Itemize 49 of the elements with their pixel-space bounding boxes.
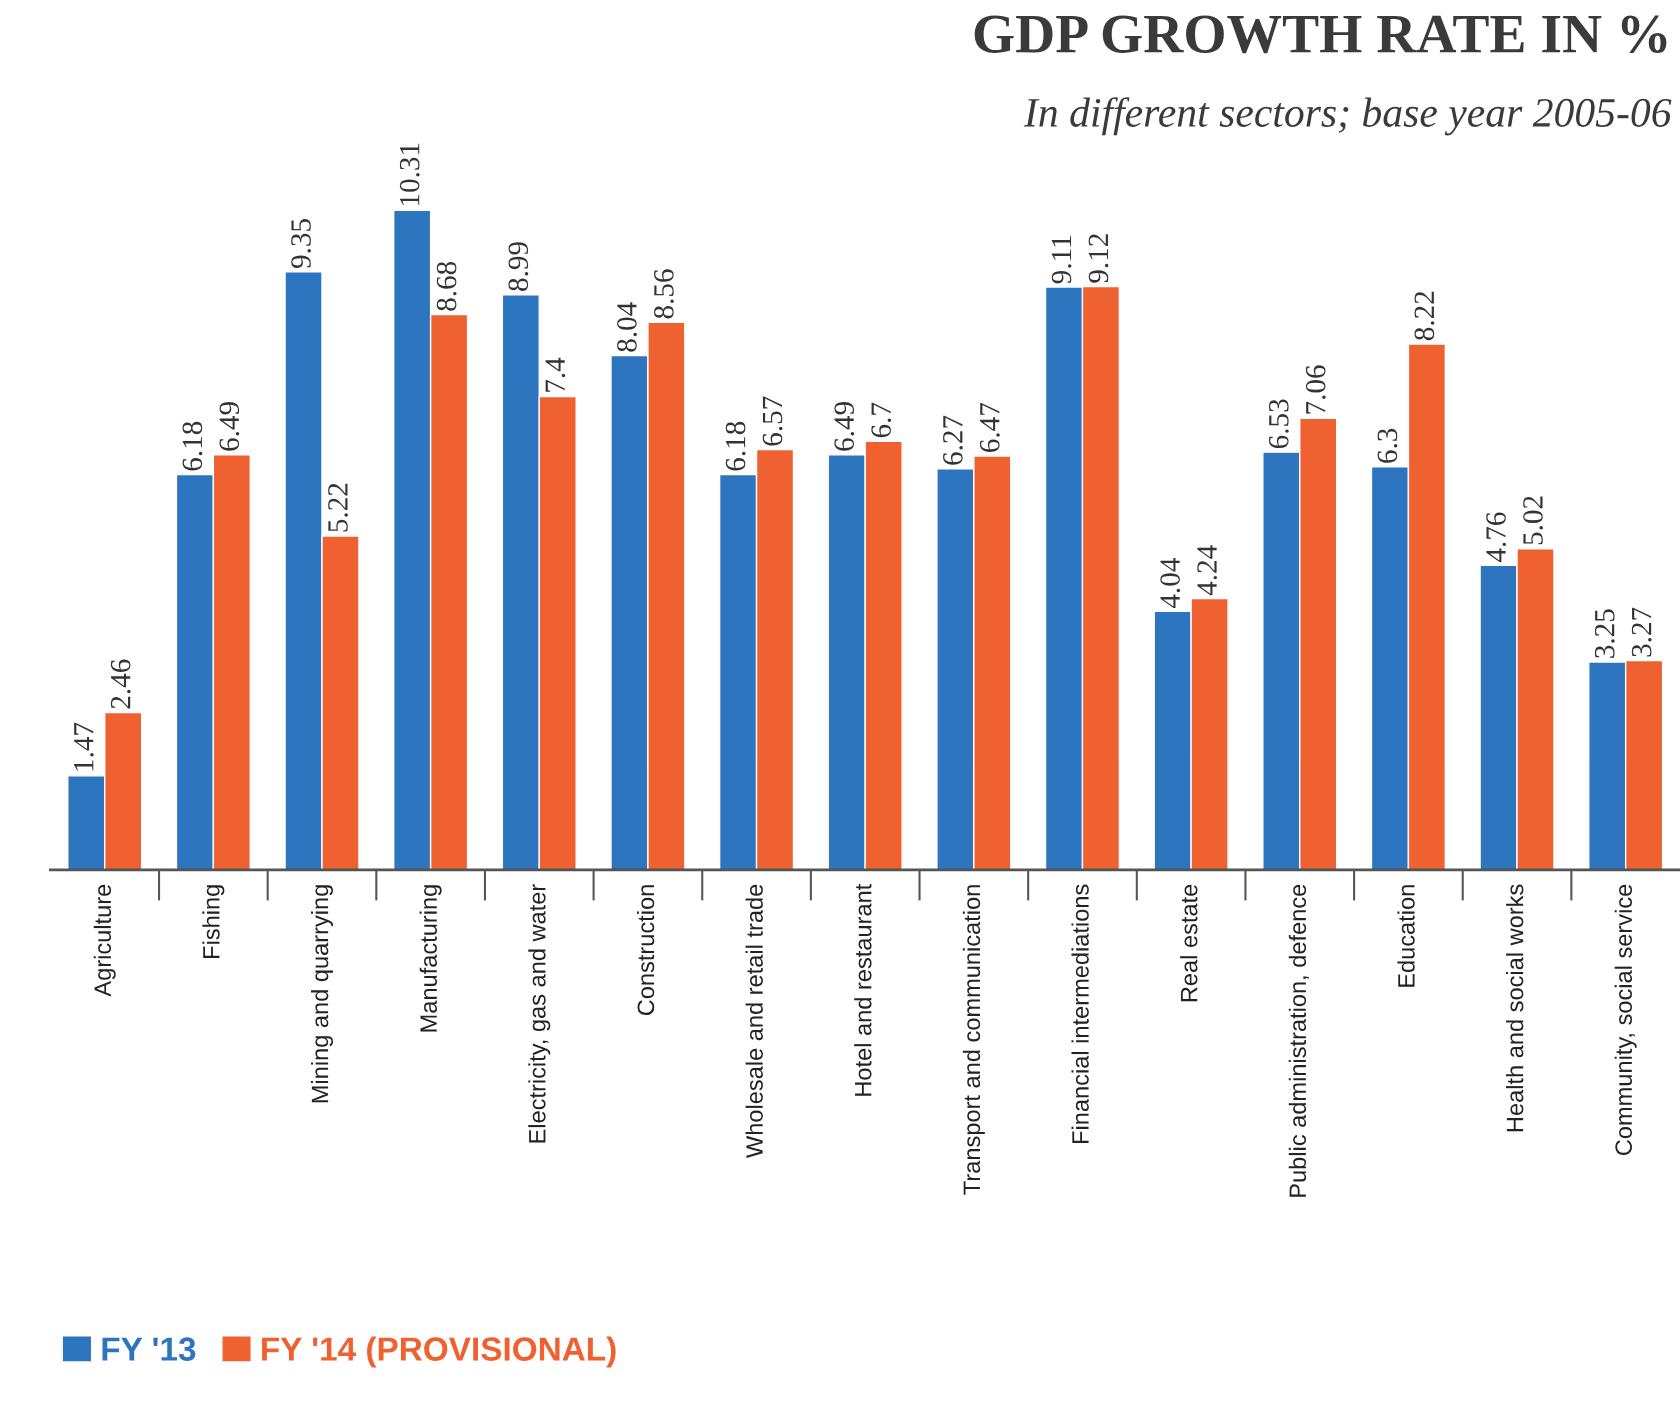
- data-label: 4.04: [1160, 558, 1181, 609]
- data-label: 5.22: [328, 483, 348, 532]
- data-label: 6.18: [182, 421, 203, 471]
- x-tick-label: Wholesale and retail trade: [745, 884, 763, 1158]
- data-label: 3.25: [1594, 609, 1615, 658]
- data-label: 6.49: [834, 402, 855, 451]
- data-label: 10.31: [399, 143, 420, 205]
- data-label: 4.76: [1486, 512, 1506, 563]
- data-label: 8.99: [508, 242, 529, 291]
- x-tick-label: Electricity, gas and water: [528, 884, 551, 1143]
- x-tick-label: Mining and quarrying: [311, 885, 334, 1103]
- data-label: 6.18: [725, 421, 746, 471]
- x-tick-label: Agriculture: [93, 884, 116, 997]
- x-tick-label: Community, social service: [1614, 884, 1637, 1156]
- chart-subtitle: In different sectors; base year 2005-06: [1023, 97, 1672, 136]
- x-tick-label: Construction: [636, 885, 655, 1016]
- data-label: 6.7: [871, 402, 892, 438]
- data-label: 6.3: [1377, 428, 1398, 463]
- x-tick-label: Public administration, defence: [1288, 884, 1309, 1197]
- data-label: 9.12: [1088, 234, 1109, 283]
- x-tick-label: Health and social works: [1506, 884, 1524, 1132]
- data-label: 2.46: [110, 659, 131, 709]
- x-tick-label: Real estate: [1180, 884, 1198, 1002]
- data-label: 6.49: [219, 402, 240, 451]
- data-label: 8.04: [617, 302, 637, 352]
- data-label: 9.11: [1051, 236, 1072, 284]
- data-label: 1.47: [74, 722, 94, 771]
- chart-title: GDP GROWTH RATE IN %: [974, 15, 1667, 54]
- data-label: 6.53: [1268, 399, 1289, 449]
- data-label: 4.24: [1197, 545, 1218, 596]
- legend-label: FY '13: [102, 1337, 196, 1361]
- data-label: 6.27: [943, 415, 963, 465]
- data-label: 3.27: [1631, 607, 1652, 657]
- data-label: 8.56: [654, 269, 674, 319]
- data-label: 7.4: [545, 357, 566, 392]
- x-tick-label: Education: [1397, 885, 1415, 987]
- x-tick-label: Hotel and restaurant: [854, 883, 872, 1096]
- data-label: 7.06: [1305, 365, 1326, 414]
- data-label: 9.35: [291, 219, 311, 269]
- x-tick-label: Financial intermediations: [1071, 884, 1089, 1143]
- data-label: 6.57: [762, 396, 783, 446]
- data-label: 8.68: [436, 261, 457, 311]
- x-tick-label: Fishing: [202, 885, 225, 958]
- x-tick-label: Manufacturing: [419, 885, 442, 1032]
- legend-label: FY '14 (PROVISIONAL): [262, 1336, 616, 1368]
- x-tick-label: Transport and communication: [962, 885, 985, 1195]
- data-label: 6.47: [980, 403, 1000, 452]
- data-label: 8.22: [1414, 291, 1435, 341]
- data-label: 5.02: [1523, 496, 1543, 545]
